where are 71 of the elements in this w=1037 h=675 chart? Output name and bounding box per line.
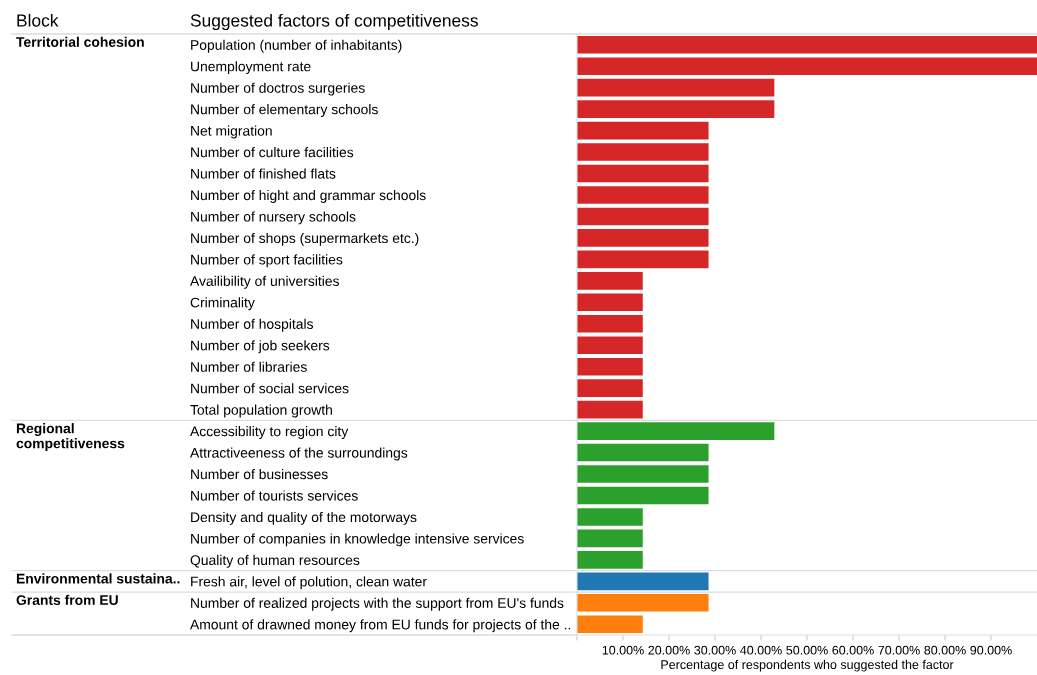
y-tick-label: Attractiveeness of the surroundings: [190, 447, 408, 461]
legend-title: Block: [17, 13, 59, 27]
bar: [577, 143, 709, 161]
y-tick-label: Number of shops (supermarkets etc.): [191, 232, 419, 246]
y-tick-label: Accessibility to region city: [190, 426, 349, 439]
y-tick-label: Density and quality of the motorways: [191, 511, 417, 525]
x-tick-label: 50.00%: [786, 645, 828, 655]
bar: [577, 615, 643, 634]
bar: [577, 422, 775, 440]
text: Territorial cohesion: [16, 36, 144, 47]
y-tick-label: Fresh air, level of polution, clean water: [191, 576, 427, 590]
y-tick-label: Number of sport facilities: [191, 254, 343, 268]
y-tick-label: Number of tourists services: [191, 490, 358, 501]
bar: [577, 250, 709, 269]
bar: [577, 272, 643, 290]
bar: [577, 594, 709, 612]
x-tick-label: 40.00%: [740, 645, 782, 655]
bar: [577, 357, 643, 376]
y-tick-label: Number of doctros surgeries: [191, 82, 365, 96]
bar: [577, 443, 709, 462]
y-tick-label: Population (number of inhabitants): [191, 39, 402, 53]
x-axis-title: Percentage of respondents who suggested the factor: [661, 659, 954, 672]
text: Regional competitiveness: [16, 423, 125, 452]
bar: [577, 572, 709, 591]
x-tick-label: 30.00%: [694, 645, 736, 655]
bar: [577, 207, 709, 226]
y-tick-label: Number of realized projects with the support from EU's funds: [191, 597, 564, 611]
bar: [577, 336, 643, 355]
x-tick-label: 60.00%: [832, 645, 874, 655]
bar: [577, 379, 643, 397]
y-tick-label: Number of libraries: [191, 361, 307, 372]
y-tick-label: Net migration: [191, 125, 272, 139]
y-tick-label: Criminality: [190, 297, 255, 311]
y-tick-label: Number of culture facilities: [191, 147, 354, 158]
y-tick-label: Quality of human resources: [190, 554, 360, 568]
y-tick-label: Number of social services: [191, 383, 349, 394]
bar: [577, 186, 709, 204]
x-tick-label: 20.00%: [648, 645, 690, 655]
bar: [577, 57, 1037, 75]
y-axis-title: Suggested factors of competitiveness: [190, 13, 478, 31]
bar: [577, 293, 643, 312]
y-tick-label: Number of companies in knowledge intensive services: [191, 533, 524, 547]
text: Grants from EU: [16, 594, 118, 606]
bar: [577, 314, 643, 333]
text: Environmental sustaina..: [16, 573, 180, 584]
y-tick-label: Number of finished flats: [191, 168, 336, 179]
y-tick-label: Number of elementary schools: [191, 104, 378, 118]
y-tick-label: Number of job seekers: [191, 340, 330, 354]
bar: [577, 551, 643, 569]
bar: [577, 100, 775, 118]
x-tick-label: 80.00%: [924, 645, 966, 655]
bar: [577, 164, 709, 183]
bar: [577, 465, 709, 483]
y-tick-label: Number of businesses: [191, 468, 328, 480]
y-tick-label: Total population growth: [190, 404, 332, 418]
bar: [577, 121, 709, 140]
x-tick-label: 70.00%: [878, 645, 920, 655]
y-tick-label: Number of hight and grammar schools: [191, 189, 426, 203]
bar: [577, 400, 643, 419]
y-tick-label: Number of nursery schools: [191, 211, 356, 225]
bar: [577, 529, 643, 548]
x-tick-label: 10.00%: [602, 645, 644, 655]
bar: [577, 78, 775, 97]
y-tick-label: Availibility of universities: [190, 275, 339, 289]
y-tick-label: Amount of drawned money from EU funds for projects of the ..: [190, 619, 571, 633]
y-tick-label: Unemployment rate: [191, 61, 311, 75]
x-tick-label: 90.00%: [970, 645, 1012, 655]
bar: [577, 486, 709, 505]
y-tick-label: Number of hospitals: [191, 318, 314, 332]
bar: [577, 508, 643, 526]
bar: [577, 229, 709, 247]
